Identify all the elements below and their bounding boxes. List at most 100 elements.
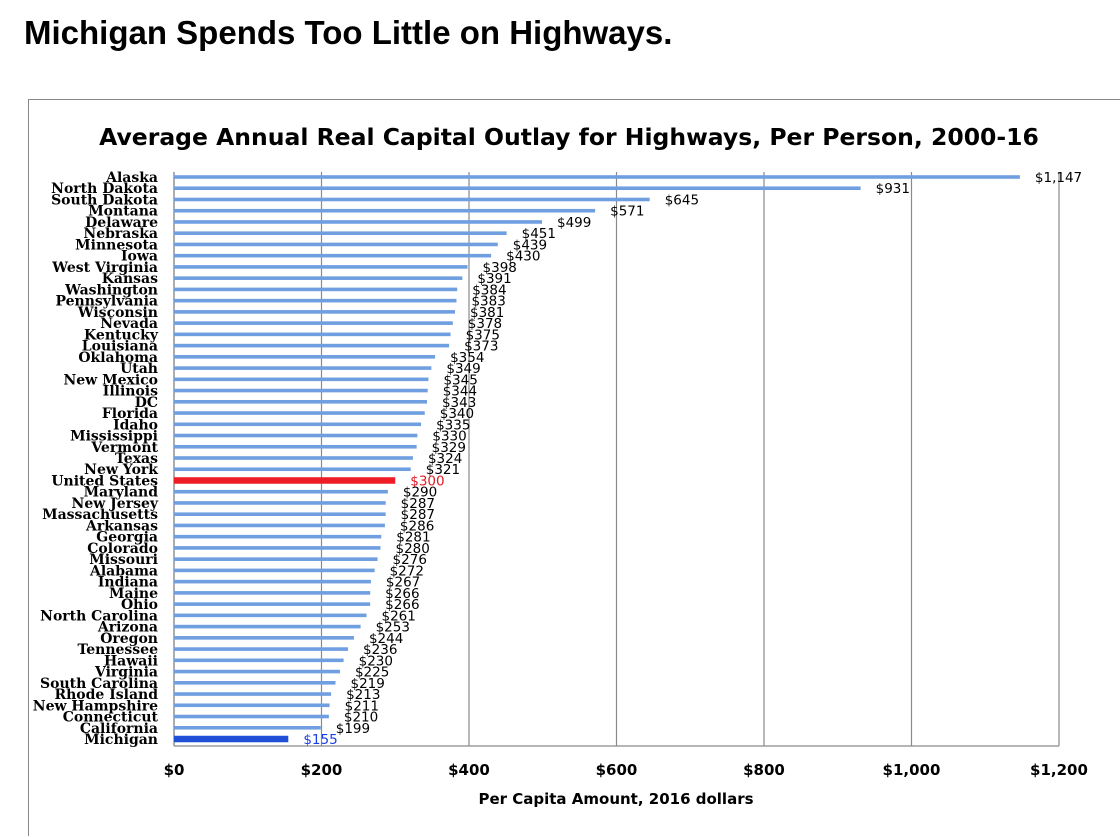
bar <box>174 422 422 427</box>
value-label: $378 <box>468 316 502 332</box>
value-label: $287 <box>401 507 435 523</box>
category-label: Washington <box>64 282 158 298</box>
category-label: North Dakota <box>51 181 158 197</box>
category-label: Vermont <box>90 440 158 456</box>
bar <box>174 725 321 730</box>
bar <box>174 735 289 743</box>
category-label: Connecticut <box>63 710 159 726</box>
category-label: Wisconsin <box>77 305 158 321</box>
bar <box>174 388 428 393</box>
bar <box>174 703 330 708</box>
bar <box>174 636 354 640</box>
category-label: Georgia <box>96 530 158 546</box>
x-tick-label: $0 <box>164 761 185 779</box>
category-label: West Virginia <box>51 260 158 276</box>
category-label: Kansas <box>102 271 158 287</box>
category-label: Alaska <box>105 170 158 186</box>
value-label: $330 <box>432 429 466 445</box>
value-label: $373 <box>464 339 498 355</box>
bar <box>174 546 381 550</box>
category-label: Texas <box>115 451 158 467</box>
category-label: Tennessee <box>77 642 158 658</box>
x-tick-label: $1,000 <box>883 761 941 779</box>
category-label: North Carolina <box>40 608 158 624</box>
bar <box>174 534 382 539</box>
bar <box>174 276 463 280</box>
bar <box>174 175 1020 179</box>
value-label: $244 <box>369 631 403 647</box>
value-label: $335 <box>436 417 470 433</box>
bar <box>174 366 432 370</box>
slide-title: Michigan Spends Too Little on Highways. <box>24 14 673 51</box>
category-label: Alabama <box>89 563 158 579</box>
bar <box>174 477 396 484</box>
value-label: $499 <box>557 215 591 231</box>
x-tick-label: $400 <box>448 761 490 779</box>
chart-title: Average Annual Real Capital Outlay for H… <box>99 123 1039 151</box>
category-label: Missouri <box>89 552 158 568</box>
category-label: Idaho <box>113 417 158 433</box>
value-label: $329 <box>432 440 466 456</box>
bar <box>174 658 344 663</box>
value-label: $321 <box>426 462 460 478</box>
category-label: New Mexico <box>63 372 158 388</box>
category-label: Ohio <box>121 597 158 613</box>
category-label: Pennsylvania <box>55 294 158 310</box>
value-label: $384 <box>472 282 506 298</box>
bar <box>174 681 336 685</box>
bar <box>174 669 340 674</box>
category-label: South Dakota <box>51 192 158 208</box>
bars <box>174 175 1020 743</box>
value-label: $266 <box>385 586 419 602</box>
bar <box>174 400 427 404</box>
value-label: $645 <box>665 192 699 208</box>
category-label: Maryland <box>84 485 159 501</box>
value-label: $266 <box>385 597 419 613</box>
bar <box>174 444 417 449</box>
value-label: $300 <box>410 473 444 489</box>
bar <box>174 579 371 584</box>
bar <box>174 220 543 224</box>
value-label: $343 <box>442 395 476 411</box>
value-label: $280 <box>396 541 430 557</box>
value-label: $225 <box>355 665 389 681</box>
bar <box>174 310 455 314</box>
bar <box>174 377 429 382</box>
category-label: South Carolina <box>40 676 158 692</box>
category-label: Mississippi <box>70 429 158 445</box>
value-label: $199 <box>336 721 370 737</box>
value-label: $286 <box>400 518 434 534</box>
value-label: $290 <box>403 485 437 501</box>
bar <box>174 355 436 359</box>
bar <box>174 602 371 606</box>
value-label: $211 <box>345 698 379 714</box>
category-label: Oklahoma <box>78 350 158 366</box>
category-label: Arizona <box>97 620 158 636</box>
value-label: $931 <box>876 181 910 197</box>
bar <box>174 343 450 348</box>
value-label: $281 <box>396 530 430 546</box>
value-label: $219 <box>351 676 385 692</box>
value-label: $1,147 <box>1035 170 1082 186</box>
value-label: $391 <box>477 271 511 287</box>
value-label: $344 <box>443 384 477 400</box>
x-tick-label: $200 <box>301 761 343 779</box>
category-label: Nebraska <box>83 226 158 242</box>
bar <box>174 523 385 528</box>
bar <box>174 186 861 191</box>
category-label: Illinois <box>103 384 158 400</box>
chart-frame: Average Annual Real Capital Outlay for H… <box>28 99 1120 836</box>
category-label: Virginia <box>94 665 158 681</box>
category-label: Rhode Island <box>54 687 158 703</box>
value-label: $267 <box>386 575 420 591</box>
category-label: Delaware <box>85 215 158 231</box>
category-label: Louisiana <box>82 339 158 355</box>
x-tick-labels: $0 $200 $400 $600 $800 $1,000 $1,200 <box>164 761 1088 779</box>
category-label: Kentucky <box>84 327 159 343</box>
value-label: $345 <box>443 372 477 388</box>
bar <box>174 568 375 573</box>
bar <box>174 512 386 516</box>
category-label: Iowa <box>121 249 158 265</box>
bar <box>174 613 367 618</box>
value-label: $451 <box>522 226 556 242</box>
